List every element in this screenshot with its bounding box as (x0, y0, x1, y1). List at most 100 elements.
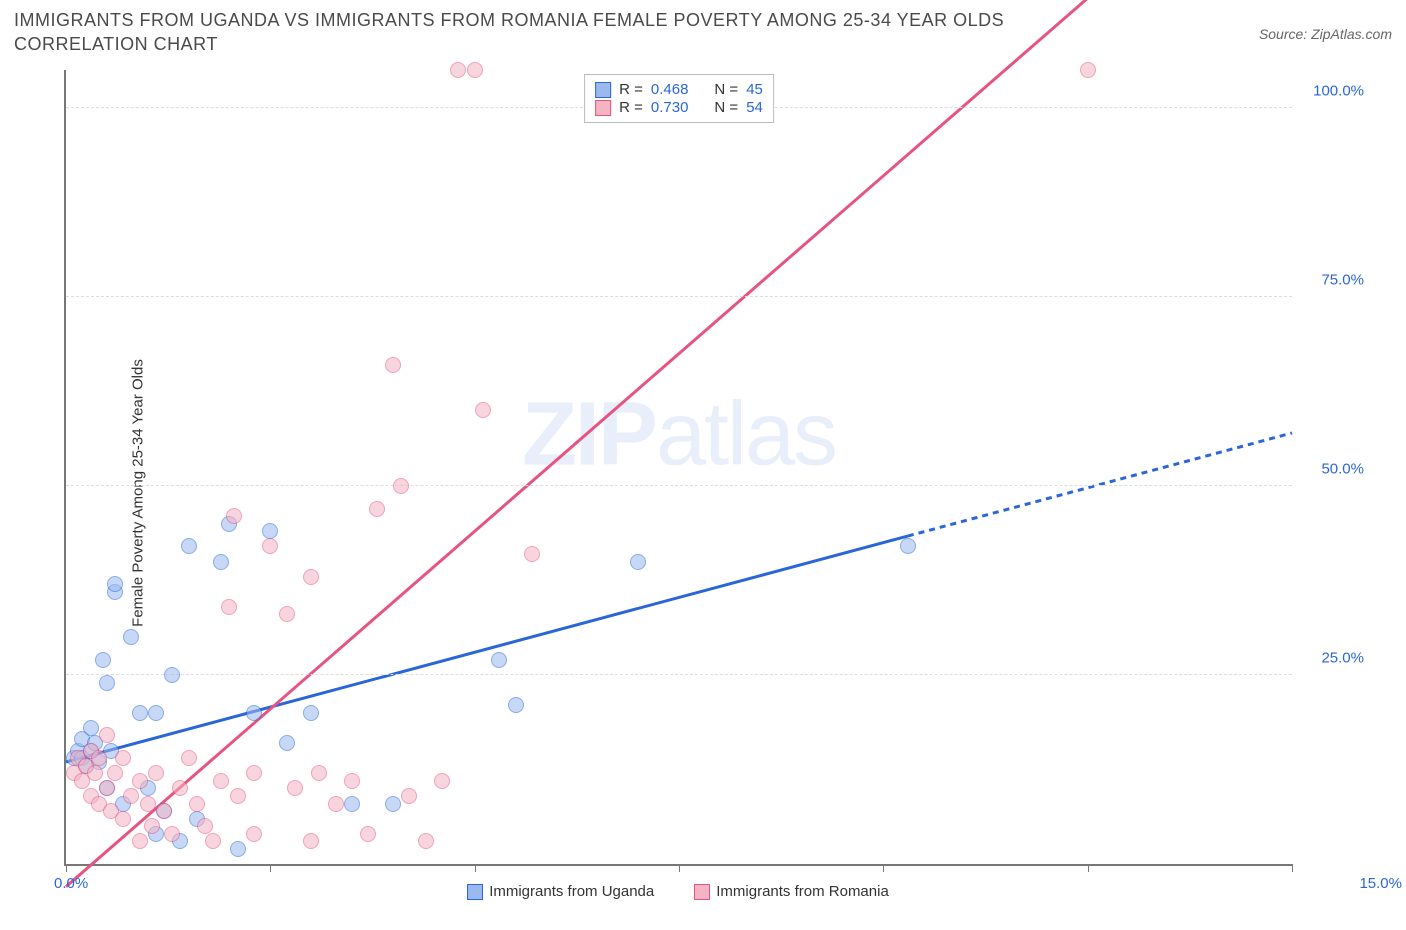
data-point-uganda (123, 629, 139, 645)
data-point-romania (156, 803, 172, 819)
data-point-romania (99, 780, 115, 796)
data-point-romania (164, 826, 180, 842)
r-label: R = (619, 81, 643, 98)
data-point-romania (344, 773, 360, 789)
data-point-romania (369, 501, 385, 517)
data-point-uganda (230, 841, 246, 857)
data-point-uganda (246, 705, 262, 721)
gridline-h (66, 485, 1292, 486)
data-point-romania (246, 826, 262, 842)
data-point-uganda (164, 667, 180, 683)
data-point-uganda (385, 796, 401, 812)
y-tick-label: 25.0% (1321, 649, 1364, 666)
data-point-uganda (83, 720, 99, 736)
trend-lines-layer (66, 70, 1292, 864)
data-point-romania (115, 811, 131, 827)
source-label: Source: ZipAtlas.com (1259, 8, 1392, 42)
n-value-romania: 54 (746, 99, 763, 116)
data-point-romania (87, 765, 103, 781)
data-point-romania (524, 546, 540, 562)
data-point-romania (475, 402, 491, 418)
data-point-romania (123, 788, 139, 804)
data-point-romania (91, 750, 107, 766)
x-tick-label-last: 15.0% (1302, 875, 1402, 892)
x-tick (883, 864, 884, 872)
data-point-romania (205, 833, 221, 849)
trend-line-uganda (66, 536, 908, 762)
data-point-romania (262, 538, 278, 554)
data-point-uganda (181, 538, 197, 554)
data-point-uganda (262, 523, 278, 539)
data-point-romania (148, 765, 164, 781)
data-point-uganda (107, 576, 123, 592)
data-point-uganda (508, 697, 524, 713)
data-point-romania (450, 62, 466, 78)
legend-stats-row-romania: R = 0.730 N = 54 (595, 99, 763, 116)
r-value-romania: 0.730 (651, 99, 689, 116)
data-point-romania (230, 788, 246, 804)
data-point-romania (1080, 62, 1096, 78)
x-tick (270, 864, 271, 872)
data-point-romania (107, 765, 123, 781)
watermark-light: atlas (656, 385, 836, 485)
data-point-uganda (303, 705, 319, 721)
legend-series: Immigrants from Uganda Immigrants from R… (64, 883, 1292, 900)
data-point-romania (287, 780, 303, 796)
data-point-romania (197, 818, 213, 834)
data-point-uganda (148, 705, 164, 721)
x-tick (679, 864, 680, 872)
data-point-uganda (132, 705, 148, 721)
plot-area: ZIPatlas R = 0.468 N = 45 R = 0.730 N = … (64, 70, 1292, 866)
data-point-romania (467, 62, 483, 78)
data-point-romania (279, 606, 295, 622)
legend-stats-row-uganda: R = 0.468 N = 45 (595, 81, 763, 98)
legend-label-romania: Immigrants from Romania (716, 883, 889, 900)
swatch-romania (694, 884, 710, 900)
data-point-uganda (213, 554, 229, 570)
data-point-romania (434, 773, 450, 789)
data-point-romania (401, 788, 417, 804)
legend-item-romania: Immigrants from Romania (694, 883, 889, 900)
data-point-uganda (99, 675, 115, 691)
data-point-romania (99, 727, 115, 743)
data-point-uganda (95, 652, 111, 668)
x-tick (66, 864, 67, 872)
swatch-romania (595, 100, 611, 116)
data-point-romania (328, 796, 344, 812)
gridline-h (66, 296, 1292, 297)
r-value-uganda: 0.468 (651, 81, 689, 98)
n-label: N = (714, 99, 738, 116)
data-point-romania (132, 773, 148, 789)
data-point-romania (115, 750, 131, 766)
data-point-uganda (900, 538, 916, 554)
x-tick (1088, 864, 1089, 872)
watermark-bold: ZIP (522, 385, 656, 485)
data-point-romania (189, 796, 205, 812)
x-tick (1292, 864, 1293, 872)
data-point-romania (303, 569, 319, 585)
data-point-romania (172, 780, 188, 796)
chart-container: Female Poverty Among 25-34 Year Olds ZIP… (14, 70, 1392, 916)
data-point-romania (393, 478, 409, 494)
gridline-h (66, 674, 1292, 675)
swatch-uganda (467, 884, 483, 900)
data-point-romania (221, 599, 237, 615)
data-point-romania (132, 833, 148, 849)
trend-line-romania (66, 0, 1292, 887)
data-point-romania (385, 357, 401, 373)
data-point-romania (303, 833, 319, 849)
data-point-romania (226, 508, 242, 524)
y-tick-label: 75.0% (1321, 271, 1364, 288)
data-point-romania (181, 750, 197, 766)
data-point-romania (213, 773, 229, 789)
swatch-uganda (595, 82, 611, 98)
data-point-uganda (630, 554, 646, 570)
y-tick-label: 100.0% (1313, 82, 1364, 99)
data-point-romania (418, 833, 434, 849)
y-tick-label: 50.0% (1321, 460, 1364, 477)
legend-stats: R = 0.468 N = 45 R = 0.730 N = 54 (584, 74, 774, 123)
data-point-romania (144, 818, 160, 834)
watermark: ZIPatlas (522, 384, 836, 487)
data-point-uganda (491, 652, 507, 668)
legend-item-uganda: Immigrants from Uganda (467, 883, 654, 900)
